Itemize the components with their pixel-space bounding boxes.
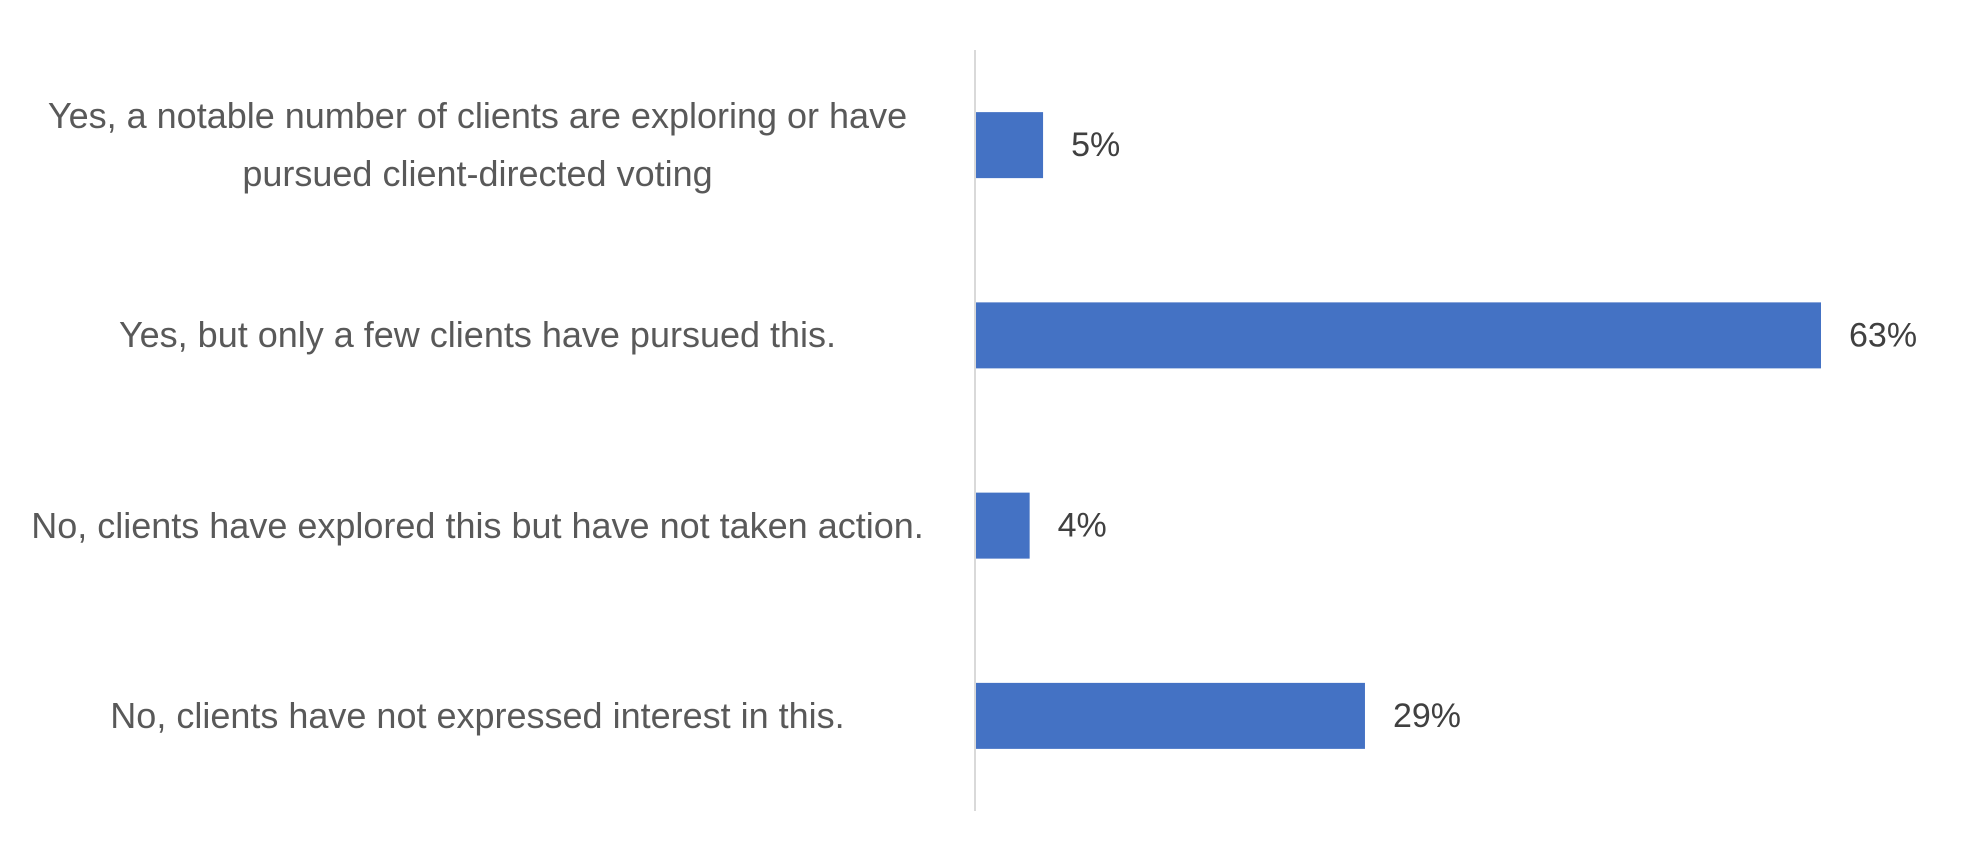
category-label: Yes, a notable number of clients are exp… (47, 95, 908, 195)
category-label: No, clients have explored this but have … (31, 504, 924, 546)
category-label: Yes, but only a few clients have pursued… (118, 314, 837, 356)
bar (976, 112, 1044, 179)
data-label: 4% (1058, 507, 1107, 545)
bar (976, 492, 1030, 559)
data-label: 29% (1393, 697, 1461, 735)
data-label: 5% (1071, 126, 1120, 164)
category-label: No, clients have not expressed interest … (110, 694, 845, 736)
data-label: 63% (1849, 316, 1917, 354)
bar (976, 682, 1365, 749)
bar (976, 302, 1821, 369)
